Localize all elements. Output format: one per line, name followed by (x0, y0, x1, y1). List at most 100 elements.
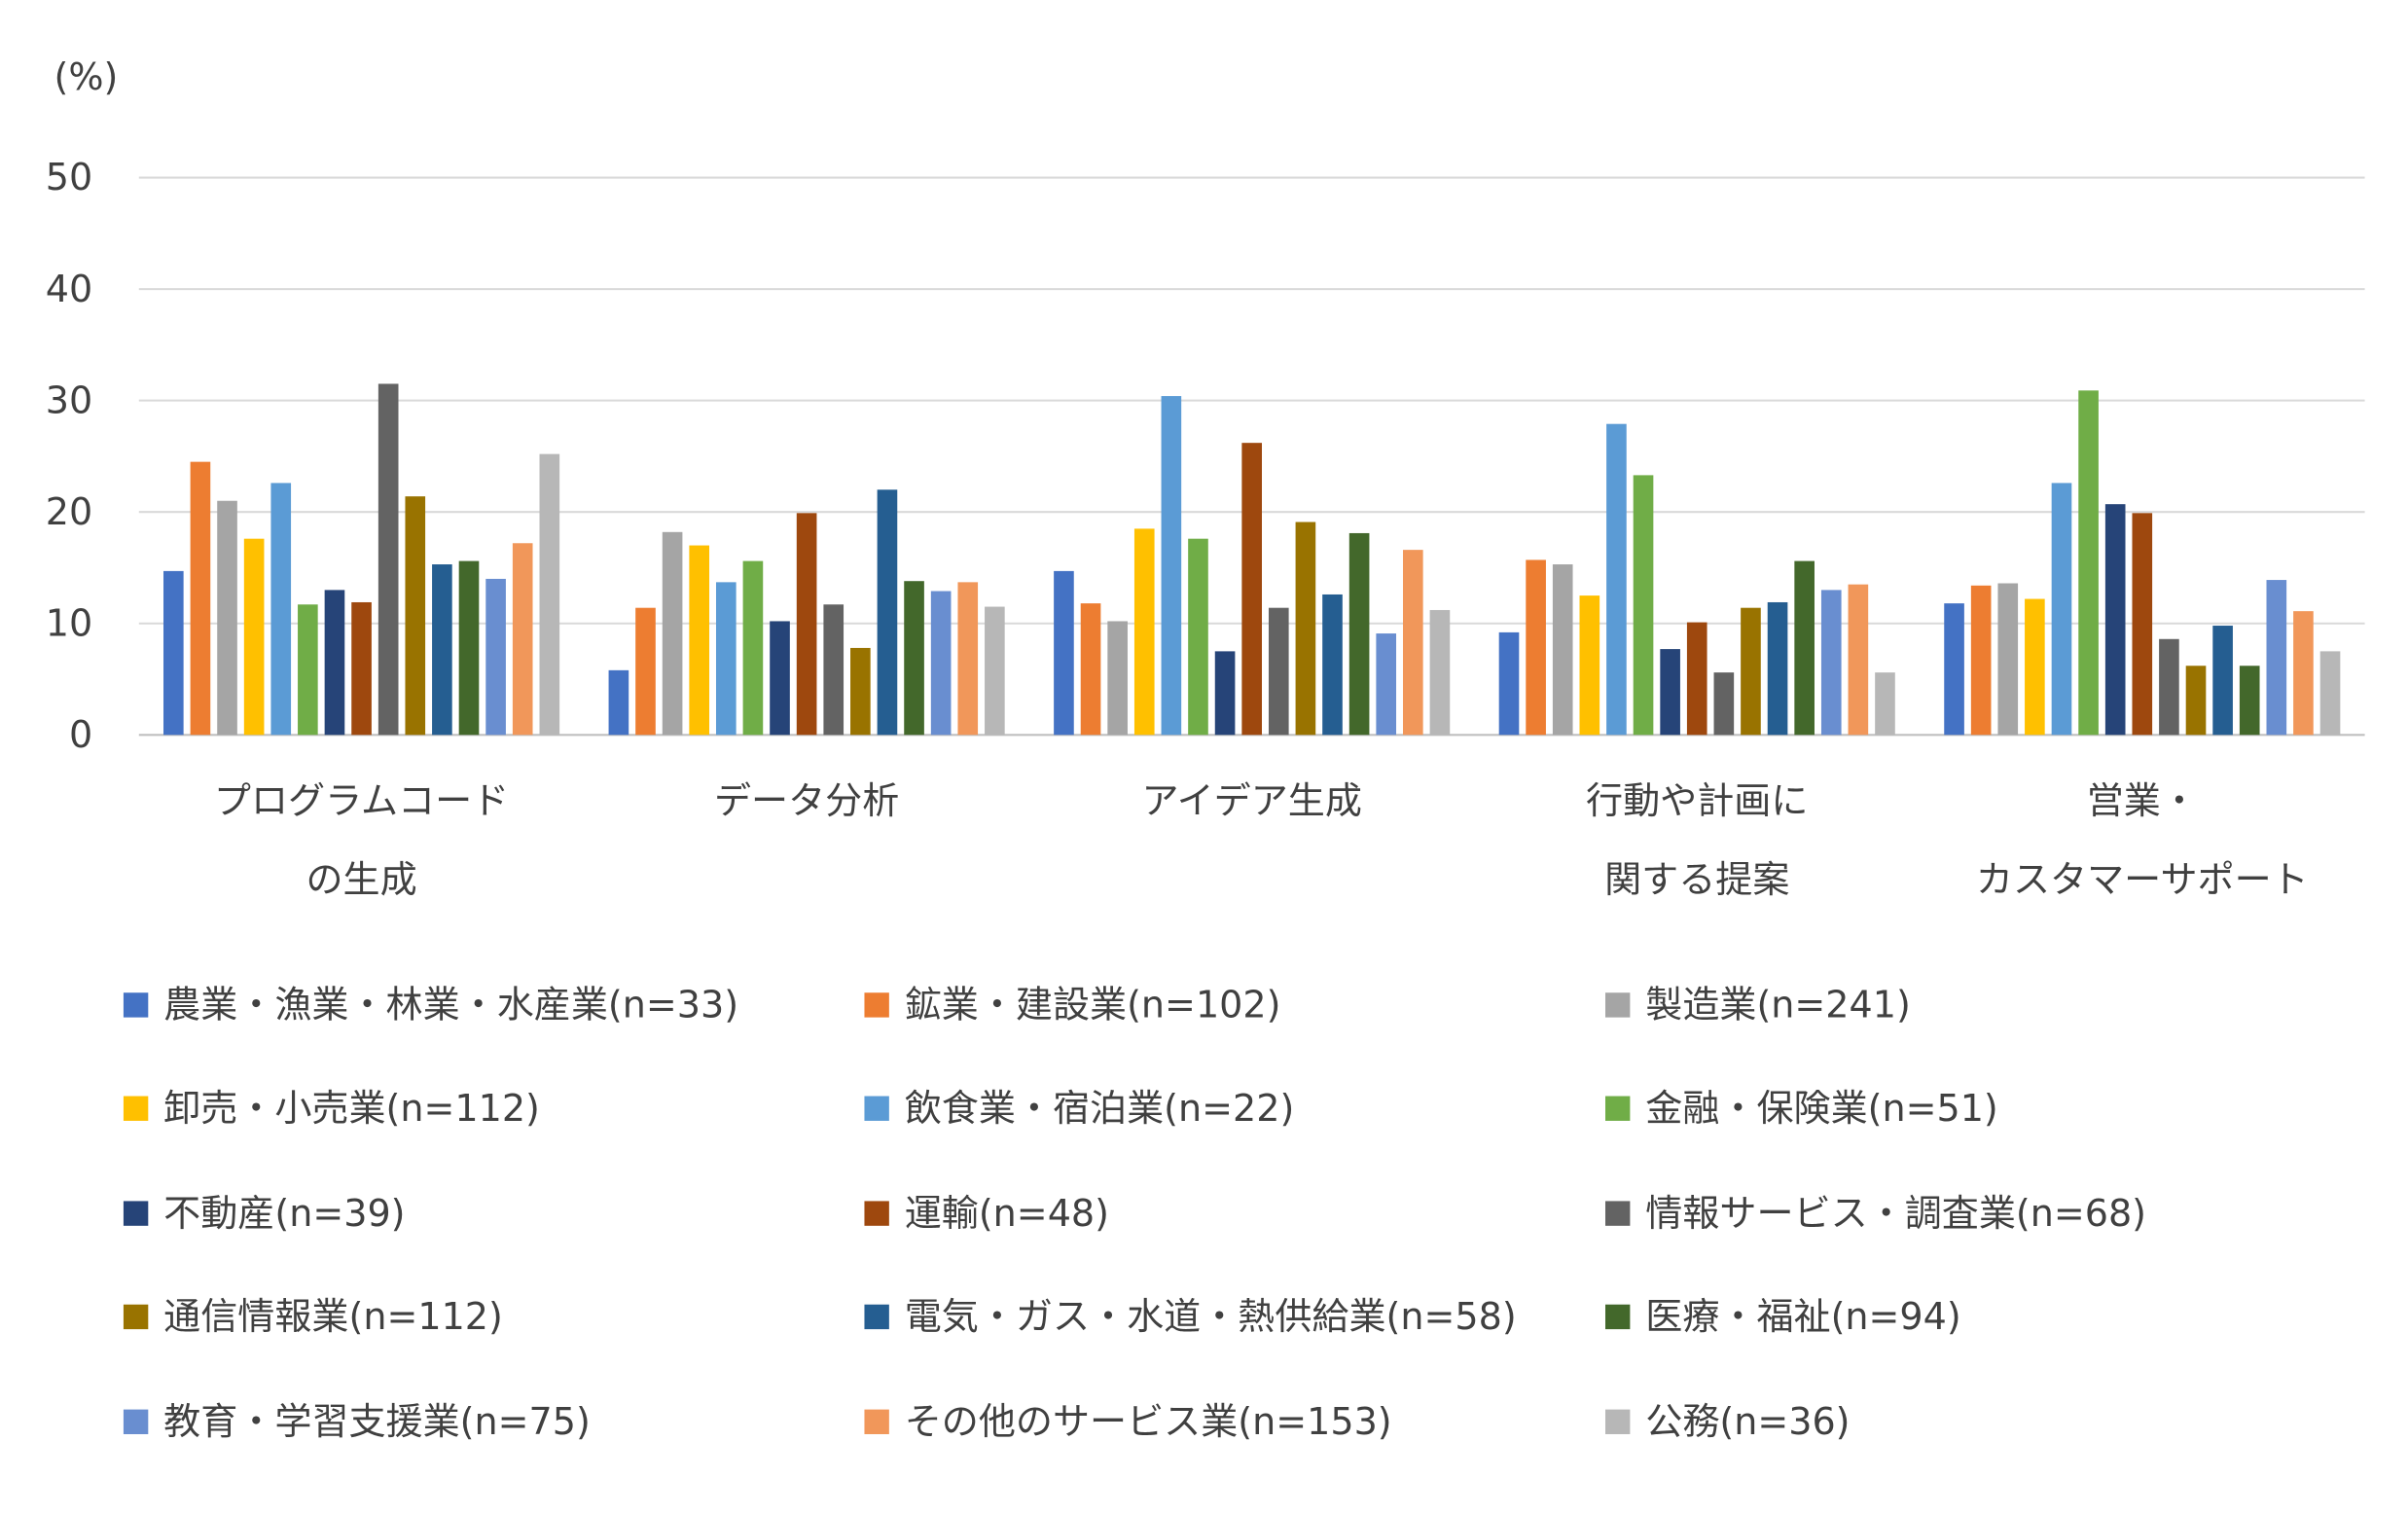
bar (2051, 483, 2072, 736)
bar (324, 590, 345, 736)
bar (1875, 672, 1895, 736)
bar (770, 621, 790, 736)
bar (1606, 423, 1627, 736)
bar (270, 483, 292, 736)
legend-swatch (864, 992, 889, 1018)
bar (1080, 603, 1101, 736)
bar (823, 604, 845, 736)
bar (351, 601, 372, 736)
legend-item: 通信情報業(n=112) (123, 1295, 503, 1338)
bar (1498, 631, 1520, 736)
bar (485, 578, 506, 736)
legend-item: その他のサービス業(n=153) (864, 1400, 1392, 1443)
bar (689, 545, 710, 736)
legend-label: 医療・福祉(n=94) (1645, 1295, 1960, 1338)
bar (2239, 666, 2260, 736)
y-tick-label: 40 (46, 268, 92, 310)
bar (662, 531, 683, 736)
bar (243, 538, 265, 736)
bar (2104, 504, 2126, 736)
legend-swatch (123, 1096, 149, 1121)
legend-swatch (123, 1409, 149, 1434)
legend-item: 農業・漁業・林業・水産業(n=33) (123, 984, 738, 1027)
bar (2132, 513, 2153, 736)
bar (377, 383, 399, 736)
bar (1376, 633, 1397, 736)
bar (458, 560, 480, 736)
bar (163, 570, 184, 736)
legend: 農業・漁業・林業・水産業(n=33) 鉱業・建設業(n=102) 製造業(n=241… (123, 984, 2146, 1443)
bar (1633, 475, 1654, 736)
legend-label: 公務(n=36) (1645, 1400, 1850, 1443)
bar (539, 453, 560, 736)
bar (2025, 598, 2045, 736)
bar (1794, 560, 1815, 736)
legend-item: 情報サービス・調査業(n=68) (1605, 1192, 2146, 1235)
category-label: 関する提案 (1604, 858, 1789, 901)
bar (1429, 609, 1451, 736)
bar (1970, 585, 1992, 736)
bar (2185, 666, 2207, 736)
legend-swatch (864, 1201, 889, 1226)
bar (217, 500, 237, 736)
bar (635, 607, 656, 736)
legend-label: 飲食業・宿泊業(n=22) (905, 1087, 1295, 1130)
bar (1054, 570, 1074, 736)
y-axis-unit-label: (%) (54, 55, 119, 98)
legend-swatch (123, 1201, 149, 1226)
category-label: 営業・ (2087, 779, 2198, 822)
legend-swatch (1605, 1409, 1631, 1434)
bar (850, 647, 871, 736)
bar (904, 581, 924, 736)
bar (1188, 538, 1208, 736)
legend-item: 製造業(n=241) (1605, 984, 1911, 1027)
legend-item: 鉱業・建設業(n=102) (864, 984, 1280, 1027)
legend-swatch (1605, 1201, 1631, 1226)
bar (1741, 607, 1761, 736)
bar (1767, 601, 1788, 736)
legend-item: 飲食業・宿泊業(n=22) (864, 1087, 1294, 1130)
legend-label: その他のサービス業(n=153) (905, 1400, 1392, 1443)
legend-item: 医療・福祉(n=94) (1605, 1295, 1961, 1338)
legend-item: 公務(n=36) (1605, 1400, 1851, 1443)
legend-swatch (1605, 1304, 1631, 1330)
legend-label: 卸売・小売業(n=112) (163, 1087, 540, 1130)
category-label: プログラムコード (214, 779, 509, 822)
category-label: アイデア生成 (1141, 779, 1361, 822)
bar (1133, 528, 1155, 736)
legend-swatch (1605, 1096, 1631, 1121)
y-tick-label: 20 (46, 490, 92, 533)
category-label: カスタマーサポート (1976, 858, 2309, 901)
legend-item: 金融・保険業(n=51) (1605, 1087, 1998, 1130)
bar (190, 461, 211, 736)
bar (742, 560, 764, 736)
bar (405, 496, 426, 736)
legend-item: 不動産(n=39) (123, 1192, 406, 1235)
bar (2266, 580, 2287, 736)
bar (1848, 584, 1869, 736)
legend-swatch (1605, 992, 1631, 1018)
bar (1713, 672, 1735, 736)
bar (2212, 626, 2233, 736)
legend-item: 電気・ガス・水道・熱供給業(n=58) (864, 1295, 1517, 1338)
legend-label: 鉱業・建設業(n=102) (905, 984, 1281, 1027)
bars (163, 383, 2341, 736)
bar (1552, 564, 1573, 736)
legend-swatch (864, 1409, 889, 1434)
bar (877, 489, 898, 736)
category-label: データ分析 (714, 779, 899, 822)
legend-label: 電気・ガス・水道・熱供給業(n=58) (905, 1295, 1517, 1338)
legend-swatch (864, 1096, 889, 1121)
legend-label: 金融・保険業(n=51) (1645, 1087, 1998, 1130)
category-label: 行動や計画に (1586, 779, 1808, 822)
bar (1268, 607, 1289, 736)
legend-label: 情報サービス・調査業(n=68) (1645, 1192, 2146, 1235)
legend-swatch (123, 992, 149, 1018)
bar (2319, 651, 2341, 736)
legend-swatch (864, 1304, 889, 1330)
bar (1403, 550, 1423, 736)
bar (930, 591, 952, 736)
y-tick-label: 0 (69, 713, 92, 756)
bar (1214, 651, 1236, 736)
